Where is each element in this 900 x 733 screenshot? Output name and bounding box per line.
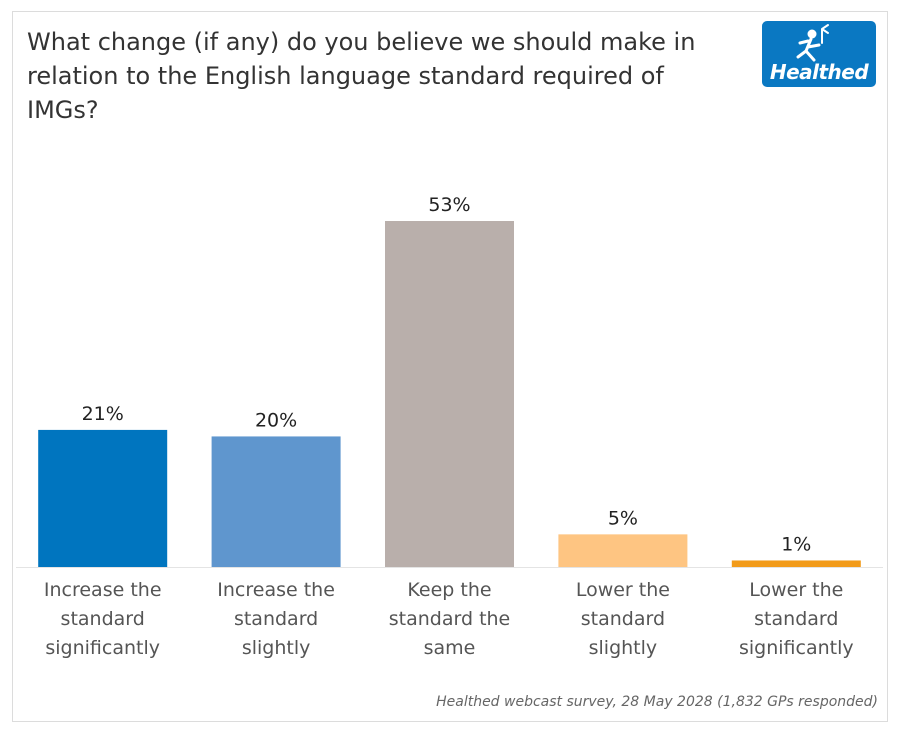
bar-value-label: 20% — [255, 409, 297, 431]
category-label-line: Increase the — [44, 579, 162, 601]
bar — [211, 436, 341, 567]
source-footnote: Healthed webcast survey, 28 May 2028 (1,… — [436, 694, 878, 710]
bar — [731, 560, 861, 567]
category-label-line: standard — [61, 608, 145, 630]
bar-value-label: 5% — [608, 507, 638, 529]
category-label-line: Lower the — [749, 579, 843, 601]
category-label-line: standard the — [389, 608, 511, 630]
category-label-line: slightly — [242, 637, 311, 659]
category-label-line: standard — [754, 608, 838, 630]
category-label-line: same — [424, 637, 476, 659]
category-label-line: Increase the — [217, 579, 335, 601]
category-label: Increase the standard slightly — [217, 579, 335, 659]
category-label-line: slightly — [589, 637, 658, 659]
logo-text: Healthed — [769, 60, 869, 84]
bar — [558, 534, 688, 567]
bar-value-label: 21% — [82, 403, 124, 425]
bar — [38, 429, 168, 567]
category-label: Lower the standard significantly — [739, 579, 854, 659]
healthed-logo: Healthed — [762, 21, 876, 87]
category-label-line: significantly — [739, 637, 854, 659]
category-label-line: standard — [581, 608, 665, 630]
bar-value-label: 53% — [428, 194, 470, 216]
category-label: Increase the standard significantly — [44, 579, 162, 659]
category-label: Lower the standard slightly — [576, 579, 670, 659]
category-label-line: Keep the — [407, 579, 491, 601]
category-label-line: standard — [234, 608, 318, 630]
hermes-figure-icon — [796, 24, 829, 62]
category-label: Keep the standard the same — [389, 579, 511, 659]
bar — [385, 221, 514, 567]
chart-title: What change (if any) do you believe we s… — [27, 28, 696, 124]
category-label-line: significantly — [45, 637, 160, 659]
bar-value-label: 1% — [781, 533, 811, 555]
category-label-line: Lower the — [576, 579, 670, 601]
